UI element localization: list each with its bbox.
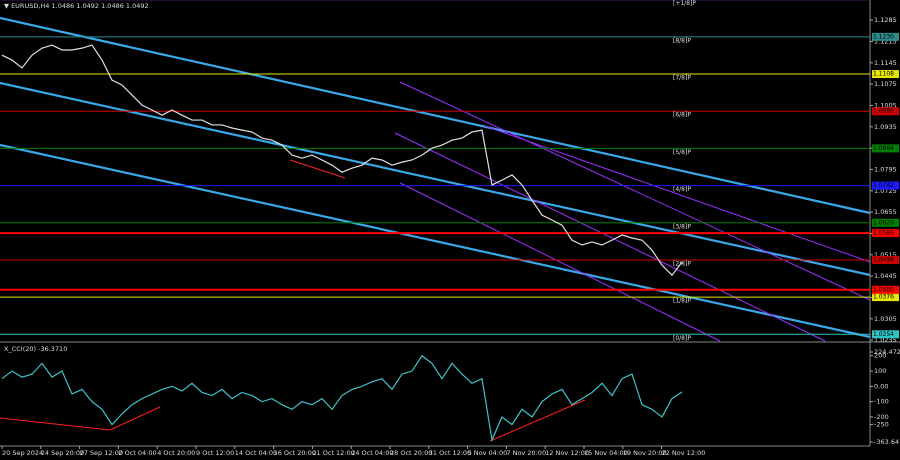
- x-tick-label: 19 Nov 20:00: [623, 449, 667, 457]
- price-box: [872, 255, 899, 264]
- x-tick-label: 24 Sep 20:00: [41, 449, 84, 457]
- indicator-title: X_CCI(20) -36.3710: [4, 345, 67, 353]
- y-tick-label: 1.1215: [874, 37, 897, 45]
- y-tick-label: -100: [874, 398, 889, 406]
- price-box: [872, 330, 899, 339]
- x-tick-label: 14 Oct 04:00: [235, 449, 277, 457]
- divergence-line: [489, 399, 586, 442]
- channel-line: [399, 182, 721, 342]
- chart-title: ▼ EURUSD,H4 1.0486 1.0492 1.0486 1.0492: [4, 2, 149, 10]
- y-tick-label: 1.0235: [874, 336, 897, 344]
- y-tick-label: 224.4725: [874, 348, 900, 356]
- level-price: 1.1108: [873, 71, 894, 78]
- trend-line: [0, 143, 871, 339]
- price-box: [872, 70, 899, 79]
- level-price: 1.0864: [873, 145, 894, 152]
- series-line: [1, 354, 683, 443]
- trend-line: [0, 16, 871, 215]
- x-tick-label: 4 Oct 20:00: [157, 449, 195, 457]
- y-tick-label: -250: [874, 421, 889, 429]
- y-tick-label: 1.0655: [874, 208, 897, 216]
- price-box: [872, 229, 899, 238]
- x-tick-label: 7 Nov 20:00: [506, 449, 546, 457]
- x-tick-label: 20 Sep 2024: [2, 449, 43, 457]
- price-box: [872, 181, 899, 190]
- level-price: 1.0254: [873, 331, 894, 338]
- channel-line: [394, 132, 826, 342]
- price-box: [872, 32, 899, 41]
- level-price: 1.0742: [873, 182, 894, 189]
- y-tick-label: 1.0515: [874, 251, 897, 259]
- y-tick-label: 0.00: [874, 382, 888, 390]
- y-tick-label: 1.1145: [874, 59, 897, 67]
- support-price: 1.0586: [873, 230, 894, 237]
- series-line: [1, 44, 683, 277]
- divergence-line: [289, 159, 346, 179]
- level-price: 1.1230: [873, 33, 894, 40]
- price-box: [872, 218, 899, 227]
- level-name: [3/8]P: [673, 223, 691, 230]
- y-tick-label: 1.0935: [874, 123, 897, 131]
- divergence-line: [109, 406, 161, 431]
- divergence-line: [0, 417, 111, 431]
- x-tick-label: 15 Nov 04:00: [584, 449, 628, 457]
- y-tick-label: 1.0445: [874, 272, 897, 280]
- trend-line: [0, 81, 871, 277]
- level-name: [0/8]P: [673, 335, 691, 342]
- level-name: [1/8]P: [673, 298, 691, 305]
- level-name: [4/8]P: [673, 186, 691, 193]
- channel-line: [399, 81, 871, 301]
- level-name: [2/8]P: [673, 260, 691, 267]
- level-price: 1.0498: [873, 256, 894, 263]
- level-price: 1.0986: [873, 108, 894, 115]
- price-box: [872, 293, 899, 302]
- price-box: [872, 144, 899, 153]
- x-tick-label: 16 Oct 20:00: [274, 449, 316, 457]
- x-tick-label: 2 Oct 04:00: [118, 449, 156, 457]
- x-tick-label: 9 Oct 12:00: [196, 449, 234, 457]
- price-box: [872, 107, 899, 116]
- x-tick-label: 24 Oct 04:00: [351, 449, 393, 457]
- level-name: [6/8]P: [673, 112, 691, 119]
- level-name: [+1/8]P: [673, 0, 696, 7]
- x-tick-label: 22 Nov 12:00: [662, 449, 706, 457]
- y-tick-label: 1.0305: [874, 315, 897, 323]
- y-tick-label: 100: [874, 367, 886, 375]
- level-name: [5/8]P: [673, 149, 691, 156]
- x-tick-label: 21 Oct 12:00: [312, 449, 354, 457]
- y-tick-label: 1.0795: [874, 165, 897, 173]
- level-price: 1.0620: [873, 219, 894, 226]
- x-tick-label: 31 Oct 12:00: [429, 449, 471, 457]
- y-tick-label: 1.1075: [874, 80, 897, 88]
- y-tick-label: -200: [874, 413, 889, 421]
- support-price: 1.0400: [873, 286, 894, 293]
- price-box: [872, 285, 899, 294]
- y-tick-label: 1.1285: [874, 16, 897, 24]
- level-name: [7/8]P: [673, 75, 691, 82]
- level-price: 1.0376: [873, 294, 894, 301]
- level-name: [8/8]P: [673, 37, 691, 44]
- x-tick-label: 27 Sep 12:00: [80, 449, 123, 457]
- y-tick-label: 200: [874, 352, 886, 360]
- x-tick-label: 5 Nov 04:00: [468, 449, 508, 457]
- y-tick-label: 1.0725: [874, 187, 897, 195]
- x-tick-label: 28 Oct 20:00: [390, 449, 432, 457]
- y-tick-label: -363.641: [874, 438, 900, 446]
- y-tick-label: 1.1005: [874, 101, 897, 109]
- x-tick-label: 12 Nov 12:00: [545, 449, 589, 457]
